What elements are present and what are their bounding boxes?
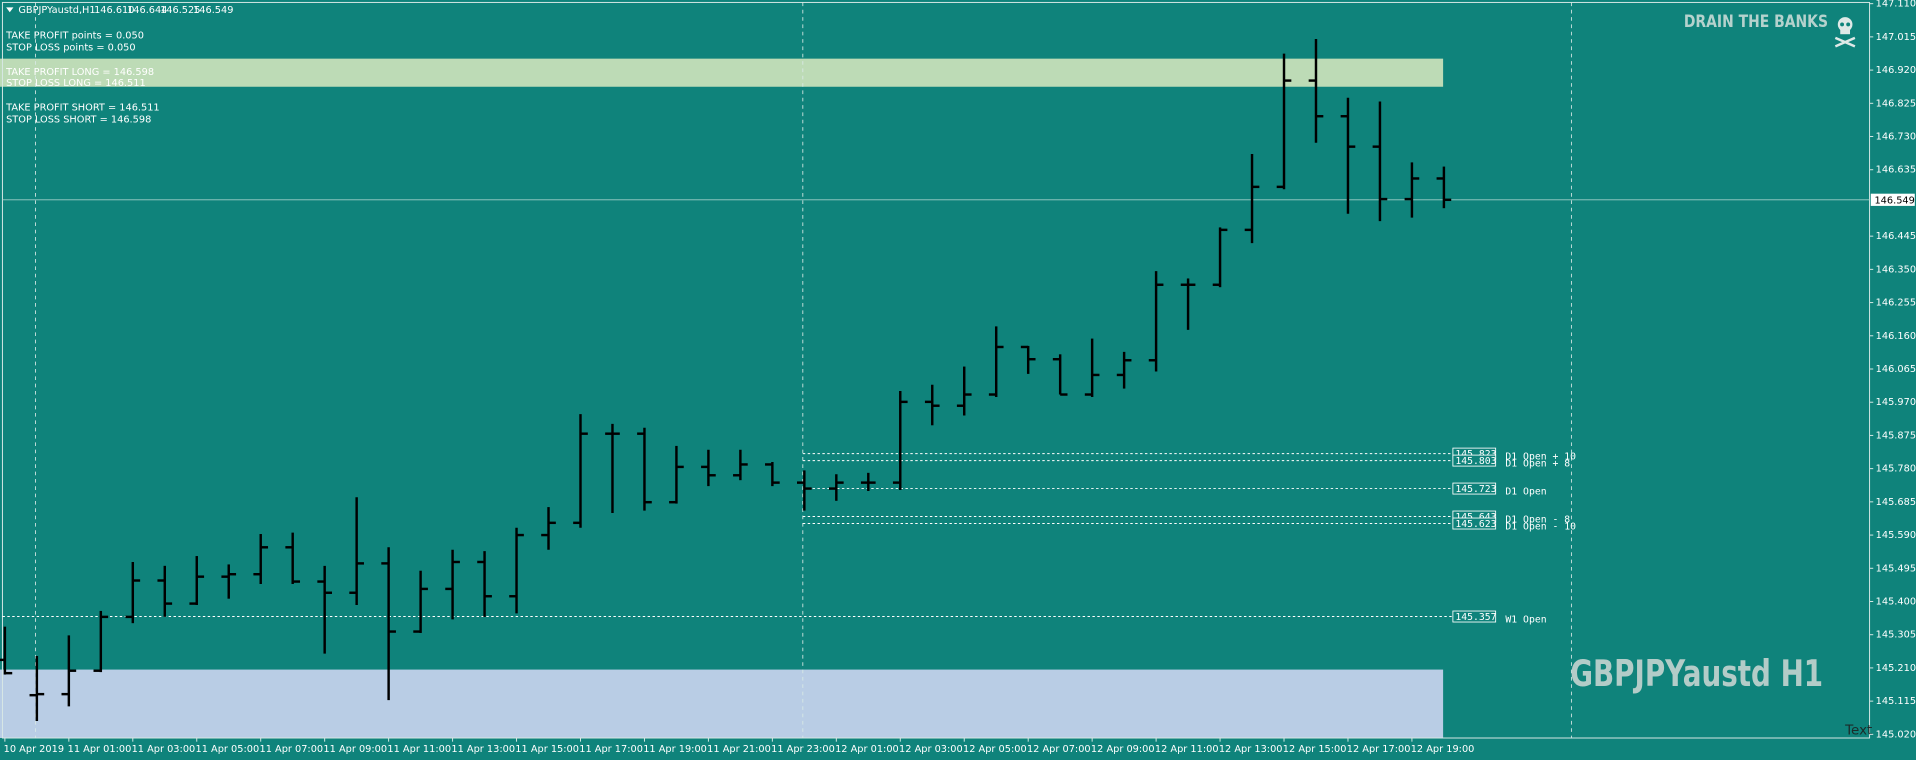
skull-icon	[1834, 17, 1856, 48]
x-tick-label: 12 Apr 11:00	[1155, 744, 1219, 755]
annotation: TAKE PROFIT LONG = 146.598	[5, 67, 154, 78]
x-tick-label: 11 Apr 13:00	[451, 744, 515, 755]
y-tick-label: 146.445	[1876, 231, 1916, 242]
y-tick-label: 146.920	[1876, 65, 1916, 76]
level-name: D1 Open + 10	[1505, 452, 1576, 463]
annotation: STOP LOSS LONG = 146.511	[6, 78, 146, 89]
level-value: 145.623	[1455, 519, 1496, 530]
level-name: D1 Open - 8	[1505, 515, 1570, 526]
annotation: TAKE PROFIT points = 0.050	[5, 30, 144, 41]
header-low: 146.525	[160, 5, 200, 16]
y-tick-label: 146.160	[1876, 331, 1916, 342]
x-tick-label: 11 Apr 19:00	[643, 744, 707, 755]
annotation: STOP LOSS points = 0.050	[6, 43, 135, 54]
x-tick-label: 12 Apr 01:00	[835, 744, 899, 755]
y-tick-label: 147.015	[1876, 32, 1916, 43]
y-tick-label: 146.635	[1876, 165, 1916, 176]
level-box	[1452, 454, 1497, 467]
price-tag	[1870, 193, 1915, 206]
x-tick-label: 10 Apr 2019	[4, 744, 64, 755]
x-tick-label: 11 Apr 09:00	[323, 744, 387, 755]
long-zone	[0, 58, 1444, 87]
short-zone	[0, 669, 1444, 739]
level-value: 145.357	[1455, 612, 1496, 623]
y-tick-label: 145.305	[1876, 630, 1916, 641]
collapse-icon[interactable]	[6, 7, 14, 13]
y-tick-label: 146.255	[1876, 298, 1916, 309]
plot-frame	[1, 1, 1871, 739]
x-tick-label: 11 Apr 07:00	[259, 744, 323, 755]
y-tick-label: 145.115	[1876, 696, 1916, 707]
x-tick-label: 12 Apr 07:00	[1027, 744, 1091, 755]
y-tick-label: 146.825	[1876, 98, 1916, 109]
level-box	[1452, 517, 1497, 530]
y-tick-label: 145.875	[1876, 430, 1916, 441]
y-tick-label: 145.780	[1876, 464, 1916, 475]
x-tick-label: 12 Apr 09:00	[1091, 744, 1155, 755]
y-tick-label: 145.685	[1876, 497, 1916, 508]
symbol-label: GBPJPYaustd,H1	[18, 5, 95, 16]
price-tag-label: 146.549	[1874, 195, 1914, 206]
y-tick-label: 146.350	[1876, 264, 1916, 275]
watermark: GBPJPYaustd H1	[1570, 652, 1823, 695]
header-open: 146.610	[94, 5, 134, 16]
header-close: 146.549	[193, 5, 233, 16]
x-tick-label: 11 Apr 03:00	[132, 744, 196, 755]
y-tick-label: 145.590	[1876, 530, 1916, 541]
y-tick-label: 147.110	[1876, 0, 1916, 10]
level-name: D1 Open	[1505, 487, 1546, 498]
x-tick-label: 11 Apr 17:00	[579, 744, 643, 755]
level-name: D1 Open - 10	[1505, 522, 1576, 533]
header-high: 146.644	[127, 5, 167, 16]
level-name: W1 Open	[1505, 615, 1546, 626]
y-tick-label: 146.730	[1876, 132, 1916, 143]
y-tick-label: 145.970	[1876, 397, 1916, 408]
y-tick-label: 145.400	[1876, 596, 1916, 607]
level-box	[1452, 610, 1497, 623]
y-tick-label: 145.210	[1876, 663, 1916, 674]
y-tick-label: 145.495	[1876, 563, 1916, 574]
y-tick-label: 146.065	[1876, 364, 1916, 375]
annotation: TAKE PROFIT SHORT = 146.511	[5, 103, 160, 114]
x-tick-label: 12 Apr 15:00	[1283, 744, 1347, 755]
annotation: STOP LOSS SHORT = 146.598	[6, 115, 151, 126]
x-tick-label: 11 Apr 15:00	[515, 744, 579, 755]
x-tick-label: 12 Apr 03:00	[899, 744, 963, 755]
x-tick-label: 11 Apr 01:00	[68, 744, 132, 755]
level-box	[1452, 482, 1497, 495]
x-tick-label: 12 Apr 17:00	[1347, 744, 1411, 755]
y-tick-label: 145.020	[1876, 729, 1916, 740]
level-name: D1 Open + 8	[1505, 459, 1570, 470]
level-value: 145.723	[1455, 484, 1496, 495]
x-tick-label: 12 Apr 13:00	[1219, 744, 1283, 755]
x-tick-label: 11 Apr 21:00	[707, 744, 771, 755]
level-value: 145.803	[1455, 456, 1496, 467]
x-tick-label: 11 Apr 05:00	[196, 744, 260, 755]
x-tick-label: 12 Apr 19:00	[1411, 744, 1475, 755]
x-tick-label: 11 Apr 11:00	[387, 744, 451, 755]
x-tick-label: 11 Apr 23:00	[771, 744, 835, 755]
x-tick-label: 12 Apr 05:00	[963, 744, 1027, 755]
brand-text: DRAIN THE BANKS	[1684, 12, 1828, 32]
corner-text: Text	[1844, 724, 1872, 739]
